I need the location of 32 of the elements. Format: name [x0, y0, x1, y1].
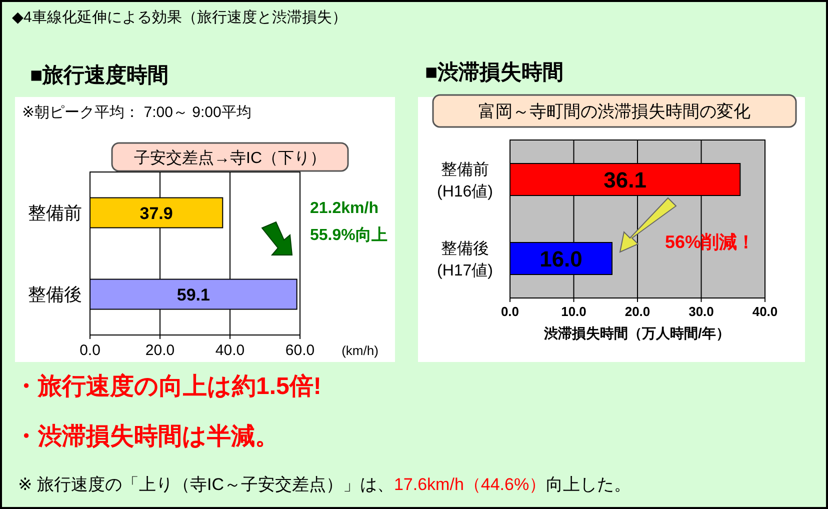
text: ◆4車線化延伸による効果（旅行速度と渋滞損失）	[12, 9, 347, 26]
text: 55.9%向上	[310, 226, 388, 244]
x-tick-label: 30.0	[688, 304, 714, 319]
y-tick-label: 整備前(H16値)	[436, 160, 494, 200]
y-tick-label: 整備後(H17値)	[436, 239, 494, 280]
chart-title: ■渋滞損失時間	[425, 61, 564, 84]
text: ※ 旅行速度の「上り（寺IC～子安交差点）」は、	[18, 475, 394, 494]
y-tick-label: 整備後	[28, 284, 82, 305]
x-tick-label: 60.0	[285, 342, 315, 359]
data-label: 36.1	[604, 167, 646, 192]
chart-title: ■旅行速度時間	[30, 63, 169, 87]
x-tick-label: 40.0	[752, 304, 778, 319]
text: 子安交差点→寺IC（下り）	[134, 149, 326, 167]
x-tick-label: 0.0	[500, 304, 520, 319]
text: ・渋滞損失時間は半減。	[14, 423, 279, 450]
x-tick-label: 40.0	[215, 342, 245, 359]
text: 向上した。	[546, 475, 632, 494]
text: 17.6km/h（44.6%）	[394, 475, 546, 494]
data-label: 16.0	[540, 246, 582, 272]
x-tick-label: 0.0	[80, 342, 100, 359]
chart-subtitle: 富岡～寺町間の渋滞損失時間の変化	[478, 102, 750, 122]
x-axis-title: (km/h)	[342, 343, 378, 358]
x-tick-label: 10.0	[561, 304, 586, 319]
text: ・旅行速度の向上は約1.5倍!	[14, 373, 322, 400]
text: 21.2km/h	[310, 200, 378, 217]
x-axis-title: 渋滞損失時間（万人時間/年）	[543, 325, 730, 341]
y-tick-label: 整備前	[28, 203, 82, 224]
x-tick-label: 20.0	[145, 342, 175, 359]
x-tick-label: 20.0	[624, 304, 650, 319]
data-label: 59.1	[176, 285, 210, 304]
chart-subtitle: ※朝ピーク平均： 7:00～ 9:00平均	[22, 104, 252, 121]
data-label: 37.9	[140, 204, 173, 223]
